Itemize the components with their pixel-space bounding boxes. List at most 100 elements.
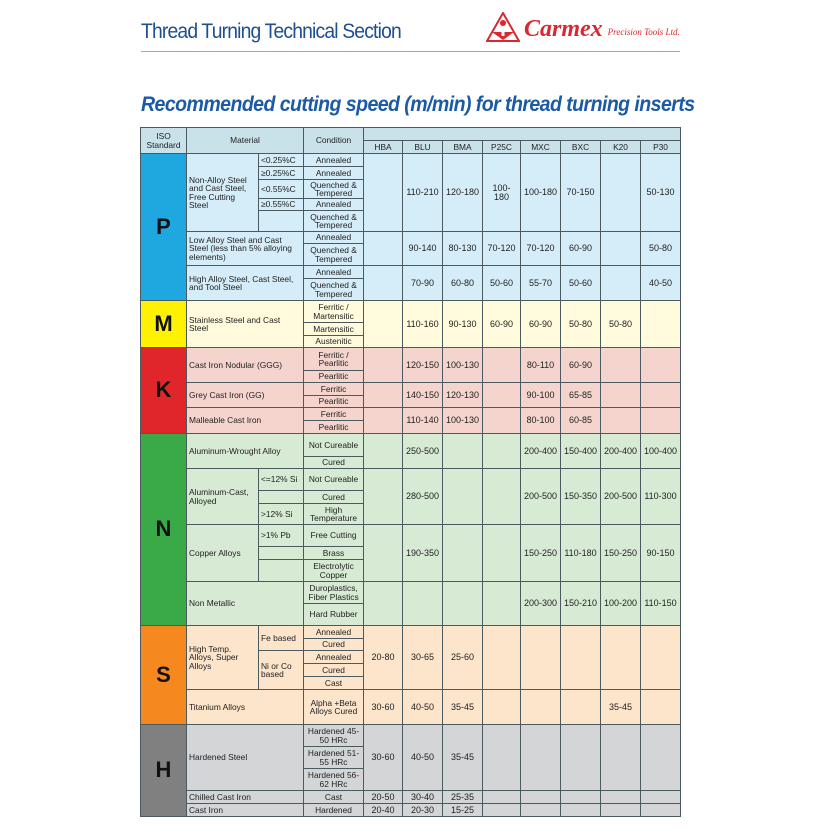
speed-k20 <box>600 382 642 408</box>
condition-cell: Ferritic / Martensitic <box>303 300 365 323</box>
brand-subtitle: Precision Tools Ltd. <box>607 27 680 37</box>
condition-cell: Annealed <box>303 650 365 664</box>
brand-logo: Carmex Precision Tools Ltd. <box>486 12 680 42</box>
condition-cell: Quenched & Tempered <box>303 210 365 232</box>
speed-hba <box>363 382 404 408</box>
condition-cell: Annealed <box>303 625 365 639</box>
condition-cell: Free Cutting <box>303 524 365 547</box>
grade-header-bma: BMA <box>442 140 484 154</box>
table-row: ≥0.55%C Annealed <box>141 198 681 211</box>
speed-p25c <box>482 347 522 383</box>
speed-p30: 110-300 <box>640 468 682 525</box>
speed-p30 <box>640 625 682 690</box>
condition-cell: Hardened 51-55 HRc <box>303 746 365 769</box>
speed-bxc: 60-90 <box>560 231 602 266</box>
material-name: Aluminum-Wrought Alloy <box>185 433 305 469</box>
speed-bma: 100-130 <box>442 347 484 383</box>
speed-p25c: 100-180 <box>482 153 522 232</box>
material-subtype: Ni or Co based <box>257 650 305 690</box>
speed-p25c: 70-120 <box>482 231 522 266</box>
condition-cell: Annealed <box>303 153 365 167</box>
table-row: Hardened 56-62 HRc <box>141 768 681 791</box>
table-row: S High Temp. Alloys, Super Alloys Fe based… <box>140 625 682 725</box>
speed-bxc: 50-60 <box>560 265 602 301</box>
speed-bxc <box>560 724 602 791</box>
material-name: High Alloy Steel, Cast Steel, and Tool S… <box>185 265 305 301</box>
speed-mxc <box>520 625 562 690</box>
header-rule <box>141 51 680 52</box>
speed-bma <box>442 433 484 469</box>
iso-class-s: S <box>140 625 187 725</box>
speed-p25c <box>482 724 522 791</box>
speed-p30 <box>640 803 682 817</box>
condition-cell: Cured <box>303 490 365 504</box>
material-subtype <box>257 210 305 232</box>
grade-header-blu: BLU <box>402 140 444 154</box>
speed-mxc <box>520 724 562 791</box>
condition-cell: Annealed <box>303 265 365 279</box>
speed-bxc: 150-210 <box>560 581 602 626</box>
table-row: Copper Alloys >1% Pb Free Cutting 190-350 15… <box>141 524 682 582</box>
speed-bxc: 60-85 <box>560 407 602 434</box>
condition-cell: Ferritic / Pearlitic <box>303 347 365 371</box>
speed-p25c: 60-90 <box>482 300 522 348</box>
material-name: Chilled Cast Iron <box>185 790 305 804</box>
material-name: Stainless Steel and Cast Steel <box>185 300 305 348</box>
table-row: Ni or Co based Annealed <box>141 650 681 690</box>
table-row: Cured <box>141 663 681 677</box>
condition-cell: Cured <box>303 638 365 651</box>
material-name: High Temp. Alloys, Super Alloys <box>186 625 259 690</box>
condition-cell: Alpha +Beta Alloys Cured <box>303 689 365 725</box>
table-row: Pearlitic <box>141 395 681 408</box>
speed-p25c <box>482 524 522 582</box>
speed-blu: 140-150 <box>402 382 444 408</box>
speed-mxc: 60-90 <box>520 300 562 348</box>
speed-p30: 100-400 <box>640 433 682 469</box>
speed-p30: 50-130 <box>640 153 682 232</box>
speed-p30: 90-150 <box>640 524 682 582</box>
speed-bxc: 60-90 <box>560 347 602 383</box>
speed-p25c: 50-60 <box>482 265 522 301</box>
table-row: Cast Iron Hardened 20-40 20-30 15-25 <box>141 803 682 817</box>
condition-cell: Ferritic <box>303 382 365 396</box>
speed-p30 <box>640 382 682 408</box>
speed-p25c <box>482 581 522 626</box>
iso-class-k: K <box>140 347 187 434</box>
material-subtype: <0.55%C <box>257 179 305 199</box>
condition-cell: Electrolytic Copper <box>303 559 365 582</box>
speed-bma: 15-25 <box>442 803 484 817</box>
material-name: Hardened Steel <box>185 724 305 791</box>
material-name: Malleable Cast Iron <box>185 407 305 434</box>
speed-k20: 50-80 <box>600 300 642 348</box>
condition-header: Condition <box>303 127 365 154</box>
speed-mxc <box>520 803 562 817</box>
speed-p25c <box>482 803 522 817</box>
material-subtype <box>257 559 305 582</box>
speed-k20 <box>600 625 642 690</box>
speed-hba <box>363 300 404 348</box>
condition-cell: Pearlitic <box>303 370 365 383</box>
condition-cell: Hardened 45-50 HRc <box>303 724 365 747</box>
material-name: Aluminum-Cast, Alloyed <box>186 468 259 525</box>
speed-bxc <box>560 625 602 690</box>
table-row: Hard Rubber <box>141 603 681 626</box>
condition-cell: Hardened <box>303 803 365 817</box>
speed-hba <box>363 468 404 525</box>
table-row: High Alloy Steel, Cast Steel, and Tool S… <box>141 265 682 301</box>
material-subtype: ≥0.55%C <box>257 198 305 211</box>
table-row: P Non-Alloy Steel and Cast Steel, Free Cu… <box>140 153 682 301</box>
speed-p25c <box>482 689 522 725</box>
speed-bxc: 150-400 <box>560 433 602 469</box>
speed-blu: 120-150 <box>402 347 444 383</box>
speed-bma: 100-130 <box>442 407 484 434</box>
table-row: Quenched & Tempered <box>141 210 681 232</box>
condition-cell: Cured <box>303 456 365 469</box>
table-row: <0.55%C Quenched & Tempered <box>141 179 681 199</box>
table-row: Cured <box>141 490 681 504</box>
grade-header-k20: K20 <box>600 140 642 154</box>
table-row: M Stainless Steel and Cast Steel Ferritic … <box>140 300 682 348</box>
speed-hba <box>363 153 404 232</box>
material-name: Non-Alloy Steel and Cast Steel, Free Cut… <box>186 153 259 232</box>
speed-bma: 60-80 <box>442 265 484 301</box>
speed-blu: 40-50 <box>402 689 444 725</box>
